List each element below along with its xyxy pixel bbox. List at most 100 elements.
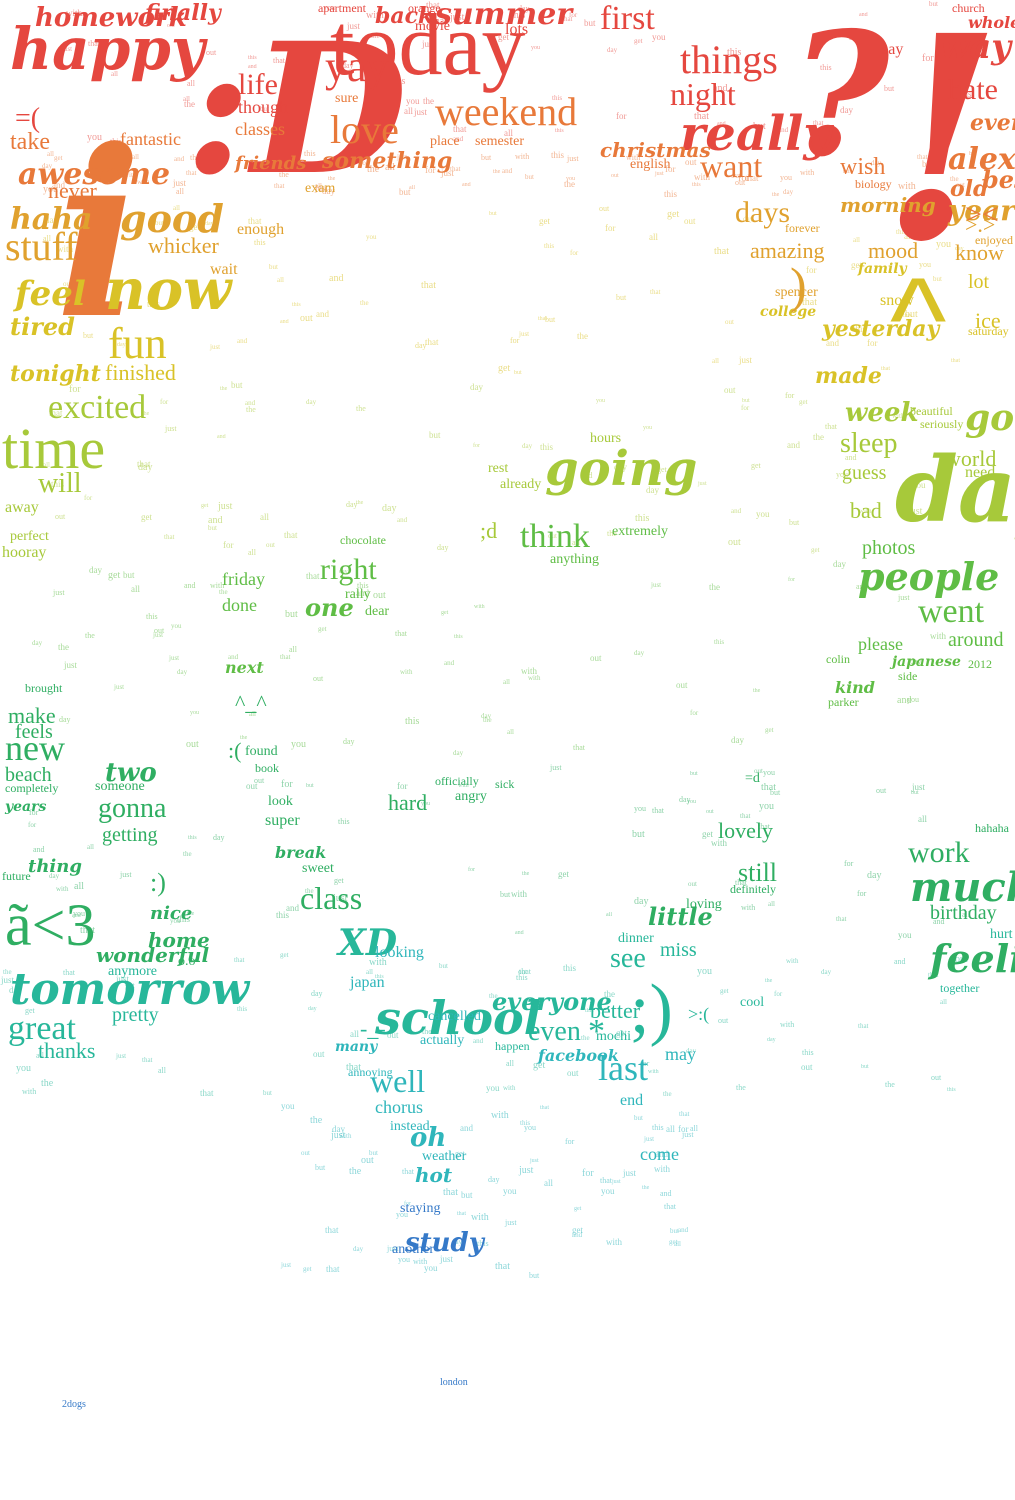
cloud-word-cool: cool	[740, 995, 765, 1010]
cloud-word-say: say	[882, 41, 904, 58]
texture-word: with	[859, 507, 872, 515]
cloud-word-made: made	[815, 363, 882, 389]
texture-word: you	[780, 173, 792, 182]
cloud-word-wait: wait	[210, 261, 238, 278]
texture-word: but	[260, 105, 269, 113]
cloud-word-emoticon-d: ;d	[480, 518, 498, 543]
texture-word: day	[522, 442, 533, 450]
texture-word: with	[57, 244, 74, 254]
texture-word: that	[457, 1211, 466, 1217]
cloud-word-semester: semester	[475, 134, 524, 149]
texture-word: all	[918, 814, 927, 824]
cloud-word-today: today	[330, 0, 526, 94]
texture-word: but	[315, 1163, 326, 1172]
texture-word: and	[184, 581, 196, 590]
texture-word: the	[356, 500, 364, 506]
texture-word: just	[441, 168, 455, 178]
texture-word: with	[626, 153, 641, 162]
texture-word: that	[425, 337, 439, 347]
texture-word: you	[836, 470, 848, 479]
texture-word: and	[933, 917, 945, 926]
texture-word: just	[644, 1135, 655, 1143]
texture-word: this	[540, 442, 554, 452]
texture-word: this	[853, 324, 867, 334]
texture-word: day	[646, 485, 659, 495]
texture-word: and	[217, 434, 226, 440]
cloud-word-happen: happen	[495, 1039, 530, 1053]
cloud-word-future: future	[2, 869, 31, 883]
texture-word: day	[634, 896, 649, 907]
texture-word: all	[248, 548, 256, 557]
texture-word: for	[774, 990, 783, 998]
texture-word: get	[498, 363, 511, 374]
texture-word: that	[80, 925, 95, 936]
cloud-word-chorus: chorus	[375, 1097, 423, 1117]
texture-word: out	[361, 1155, 374, 1166]
texture-word: this	[188, 835, 197, 841]
texture-word: just	[333, 893, 348, 904]
texture-word: this	[903, 313, 912, 319]
texture-word: all	[544, 1178, 553, 1188]
cloud-word-emoticon-sad: :(	[228, 738, 242, 763]
texture-word: out	[373, 590, 386, 601]
texture-word: day	[452, 1238, 463, 1246]
texture-word: that	[274, 182, 285, 190]
texture-word: for	[844, 859, 854, 868]
texture-word: get	[338, 150, 348, 159]
texture-word: day	[382, 503, 397, 514]
texture-word: out	[246, 781, 258, 791]
cloud-word-another: another	[392, 1242, 434, 1257]
texture-word: this	[391, 76, 406, 87]
texture-word: this	[714, 638, 725, 646]
texture-word: out	[931, 1073, 942, 1082]
cloud-word-school: school	[375, 991, 542, 1045]
texture-word: with	[528, 674, 541, 682]
texture-word: that	[679, 1110, 690, 1118]
cloud-word-years: years	[5, 799, 47, 815]
texture-word: all	[572, 538, 580, 547]
texture-word: the	[367, 164, 380, 175]
texture-word: but	[933, 275, 942, 283]
texture-word: the	[240, 735, 248, 741]
texture-word: and	[444, 659, 455, 667]
texture-word: you	[323, 3, 335, 12]
cloud-word-days: days	[735, 196, 790, 229]
texture-word: for	[223, 540, 234, 550]
texture-word: and	[731, 507, 742, 515]
texture-word: but	[369, 1149, 378, 1157]
cloud-word-yay: yay	[325, 42, 389, 91]
texture-word: day	[308, 1006, 317, 1012]
texture-word: day	[89, 565, 102, 575]
cloud-word-emoticon-x: ><	[965, 198, 999, 231]
cloud-word-haha: haha	[10, 202, 93, 237]
texture-word: all	[260, 512, 269, 522]
texture-word: you	[421, 801, 430, 807]
texture-word: but	[208, 524, 217, 532]
texture-word: all	[507, 728, 514, 736]
texture-word: this	[177, 914, 191, 924]
texture-word: all	[366, 968, 373, 976]
texture-word: for	[69, 384, 81, 395]
texture-word: all	[277, 276, 284, 284]
texture-word: just	[961, 89, 975, 99]
texture-word: you	[366, 233, 377, 241]
texture-word: you	[919, 260, 931, 269]
texture-word: all	[506, 1059, 514, 1068]
texture-word: day	[488, 1175, 500, 1184]
texture-word: but	[770, 788, 781, 797]
cloud-word-colin: colin	[826, 652, 850, 666]
cloud-word-family: family	[858, 261, 907, 277]
cloud-word-amazing: amazing	[750, 238, 825, 263]
cloud-word-guess: guess	[842, 462, 887, 484]
texture-word: you	[957, 62, 968, 70]
texture-word: with	[515, 152, 530, 161]
texture-word: that	[325, 1225, 339, 1235]
texture-word: all	[940, 998, 947, 1006]
cloud-word-first: first	[600, 0, 655, 37]
cloud-word-come: come	[640, 1144, 679, 1164]
texture-word: and	[473, 1037, 484, 1045]
cloud-word-snow: snow	[880, 292, 914, 309]
texture-word: day	[213, 833, 225, 842]
cloud-word-back: back	[375, 3, 434, 29]
